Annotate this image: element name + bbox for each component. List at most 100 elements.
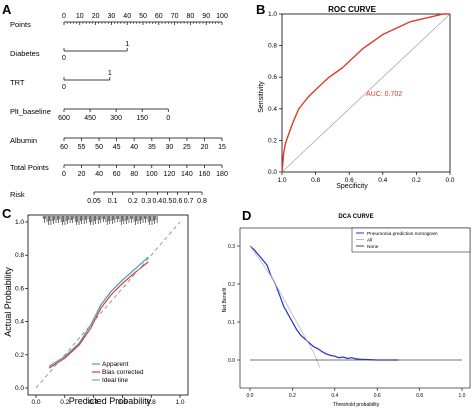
nomogram-tick-label: 300 — [110, 115, 122, 122]
nomogram-tick-label: 15 — [218, 144, 226, 151]
nomogram-tick-label: 120 — [163, 171, 175, 178]
panel-label-c: C — [2, 206, 12, 221]
roc-xlabel: Specificity — [336, 183, 368, 190]
nomogram-tick-label: 80 — [187, 13, 195, 20]
nomogram-row-label: Diabetes — [10, 49, 40, 58]
roc-x-tick-label: 0.0 — [445, 177, 454, 184]
dca-y-tick-label: 0.1 — [228, 320, 235, 326]
roc-title: ROC CURVE — [328, 5, 377, 14]
nomogram-tick-label: 20 — [78, 171, 86, 178]
calibration-y-tick-label: 0.4 — [15, 319, 24, 326]
nomogram-tick-label: 0.3 — [141, 198, 151, 205]
nomogram-tick-label: 0 — [62, 84, 66, 91]
dca-x-tick-label: 0.6 — [374, 393, 381, 399]
roc-x-tick-label: 0.8 — [311, 177, 320, 184]
roc-curve — [281, 13, 450, 173]
nomogram-row-label: Plt_baseline — [10, 107, 51, 116]
nomogram-tick-label: 70 — [171, 13, 179, 20]
calibration-x-tick-label: 0.2 — [60, 399, 69, 406]
nomogram-tick-label: 20 — [201, 144, 209, 151]
nomogram-tick-label: 150 — [136, 115, 148, 122]
dca-x-tick-label: 0.2 — [289, 393, 296, 399]
calibration-legend-label: Ideal line — [102, 377, 128, 384]
roc-y-tick-label: 1.0 — [268, 11, 277, 18]
nomogram-tick-label: 25 — [183, 144, 191, 151]
roc-x-tick-label: 0.6 — [345, 177, 354, 184]
roc-x-tick-label: 1.0 — [277, 177, 286, 184]
nomogram-tick-label: 1 — [108, 70, 112, 77]
dca-x-tick-label: 1.0 — [459, 393, 466, 399]
roc-ylabel: Sensitivity — [258, 81, 265, 113]
nomogram-tick-label: 100 — [146, 171, 158, 178]
nomogram-row-label: Risk — [10, 190, 25, 199]
dca-ylabel: Net Benefit — [222, 287, 228, 312]
roc-y-tick-label: 0.4 — [268, 106, 277, 113]
nomogram-tick-label: 180 — [216, 171, 228, 178]
dca-legend-label: Pneumonia prediction nomogram — [367, 231, 438, 237]
nomogram-tick-label: 0 — [62, 55, 66, 62]
nomogram-tick-label: 160 — [199, 171, 211, 178]
nomogram-tick-label: 55 — [78, 144, 86, 151]
nomogram-tick-label: 30 — [165, 144, 173, 151]
nomogram-tick-label: 80 — [130, 171, 138, 178]
calibration-series-line — [35, 221, 181, 389]
dca-xlabel: Threshold probability — [333, 402, 380, 408]
nomogram-tick-label: 0.4 — [152, 198, 162, 205]
roc-auc-annotation: AUC: 0.702 — [366, 91, 402, 98]
nomogram-tick-label: 60 — [155, 13, 163, 20]
nomogram-tick-label: 0 — [62, 13, 66, 20]
nomogram-tick-label: 450 — [84, 115, 96, 122]
dca-y-tick-label: 0.0 — [228, 358, 235, 364]
nomogram-tick-label: 50 — [95, 144, 103, 151]
panel-label-d: D — [242, 208, 251, 223]
roc-y-tick-label: 0.6 — [268, 74, 277, 81]
roc-x-tick-label: 0.2 — [412, 177, 421, 184]
nomogram-tick-label: 45 — [113, 144, 121, 151]
nomogram-tick-label: 20 — [92, 13, 100, 20]
nomogram-tick-label: 10 — [76, 13, 84, 20]
nomogram-tick-label: 40 — [130, 144, 138, 151]
roc-plot-frame — [281, 13, 451, 173]
dca-y-tick-label: 0.3 — [228, 244, 235, 250]
nomogram-tick-label: 1 — [125, 41, 129, 48]
nomogram-tick-label: 600 — [58, 115, 70, 122]
nomogram-tick-label: 0.7 — [184, 198, 194, 205]
nomogram-row-label: Albumin — [10, 136, 37, 145]
nomogram-tick-label: 0.05 — [87, 198, 101, 205]
calibration-x-tick-label: 0.0 — [31, 399, 40, 406]
calibration-x-tick-label: 1.0 — [175, 399, 184, 406]
dca-y-tick-label: 0.2 — [228, 282, 235, 288]
nomogram-row-label: TRT — [10, 78, 25, 87]
dca-title: DCA CURVE — [338, 214, 373, 220]
panel-label-b: B — [256, 2, 265, 17]
calibration-y-tick-label: 0.6 — [15, 285, 24, 292]
nomogram-tick-label: 140 — [181, 171, 193, 178]
nomogram-tick-label: 0 — [166, 115, 170, 122]
calibration-y-tick-label: 0.0 — [15, 385, 24, 392]
nomogram-tick-label: 0.5 — [163, 198, 173, 205]
calibration-x-tick-label: 0.8 — [147, 399, 156, 406]
dca-series-line — [249, 245, 321, 368]
nomogram-tick-label: 100 — [216, 13, 228, 20]
dca-x-tick-label: 0.0 — [247, 393, 254, 399]
panel-label-a: A — [2, 2, 12, 17]
nomogram-row-label: Points — [10, 20, 31, 29]
calibration-x-tick-label: 0.6 — [118, 399, 127, 406]
calibration-legend-label: Bias corrected — [102, 369, 144, 376]
dca-legend-label: None — [367, 244, 379, 250]
calibration-ylabel: Actual Probability — [3, 267, 13, 337]
dca-legend-box — [351, 227, 471, 253]
calibration-y-tick-label: 0.8 — [15, 252, 24, 259]
nomogram-tick-label: 0 — [62, 171, 66, 178]
dca-series-line — [249, 245, 399, 361]
roc-y-tick-label: 0.8 — [268, 43, 277, 50]
roc-reference-line — [281, 13, 451, 173]
nomogram-tick-label: 60 — [60, 144, 68, 151]
nomogram-tick-label: 0.8 — [197, 198, 207, 205]
calibration-x-tick-label: 0.4 — [89, 399, 98, 406]
nomogram-tick-label: 40 — [95, 171, 103, 178]
nomogram-tick-label: 50 — [139, 13, 147, 20]
roc-x-tick-label: 0.4 — [378, 177, 387, 184]
nomogram-tick-label: 0.2 — [128, 198, 138, 205]
